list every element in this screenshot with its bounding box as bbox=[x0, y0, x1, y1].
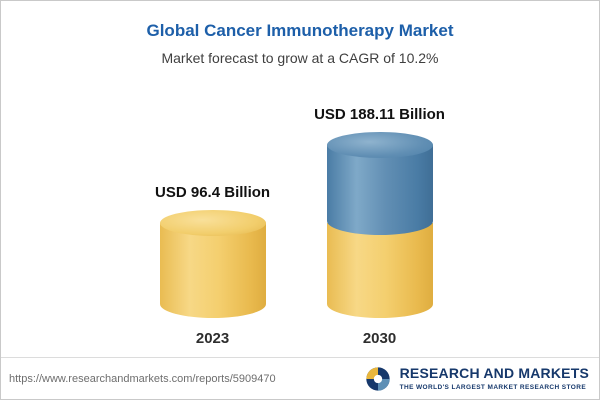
cylinder-2023 bbox=[159, 210, 266, 318]
bar-group-2023: USD 96.4 Billion 2023 bbox=[155, 184, 270, 347]
cylinder-2023-cap bbox=[159, 210, 266, 236]
logo-text: RESEARCH AND MARKETS THE WORLD'S LARGEST… bbox=[399, 365, 589, 391]
page-title: Global Cancer Immunotherapy Market bbox=[146, 21, 454, 40]
chart-header: Global Cancer Immunotherapy Market Marke… bbox=[1, 1, 599, 66]
page-subtitle: Market forecast to grow at a CAGR of 10.… bbox=[161, 50, 439, 66]
cylinder-2030-cap bbox=[326, 132, 433, 158]
brand-tagline: THE WORLD'S LARGEST MARKET RESEARCH STOR… bbox=[399, 383, 587, 391]
researchandmarkets-logo-icon bbox=[365, 366, 390, 391]
value-label-2030: USD 188.11 Billion bbox=[314, 106, 445, 123]
year-label-2023: 2023 bbox=[195, 330, 230, 347]
value-label-2023: USD 96.4 Billion bbox=[155, 184, 271, 201]
year-label-2030: 2030 bbox=[362, 330, 397, 347]
cylinder-2030-growth-segment bbox=[326, 145, 433, 235]
brand-name: RESEARCH AND MARKETS bbox=[399, 365, 589, 382]
researchandmarkets-logo[interactable]: RESEARCH AND MARKETS THE WORLD'S LARGEST… bbox=[363, 364, 589, 394]
cylinder-2030 bbox=[326, 132, 433, 318]
bar-chart: USD 96.4 Billion 2023 USD 188.11 Billion… bbox=[1, 66, 599, 357]
report-url-link[interactable]: https://www.researchandmarkets.com/repor… bbox=[9, 372, 276, 385]
footer: https://www.researchandmarkets.com/repor… bbox=[1, 357, 599, 399]
bar-group-2030: USD 188.11 Billion 2030 bbox=[314, 106, 445, 347]
cylinder-2030-base-segment bbox=[326, 223, 433, 318]
cylinder-2023-body bbox=[159, 223, 266, 318]
